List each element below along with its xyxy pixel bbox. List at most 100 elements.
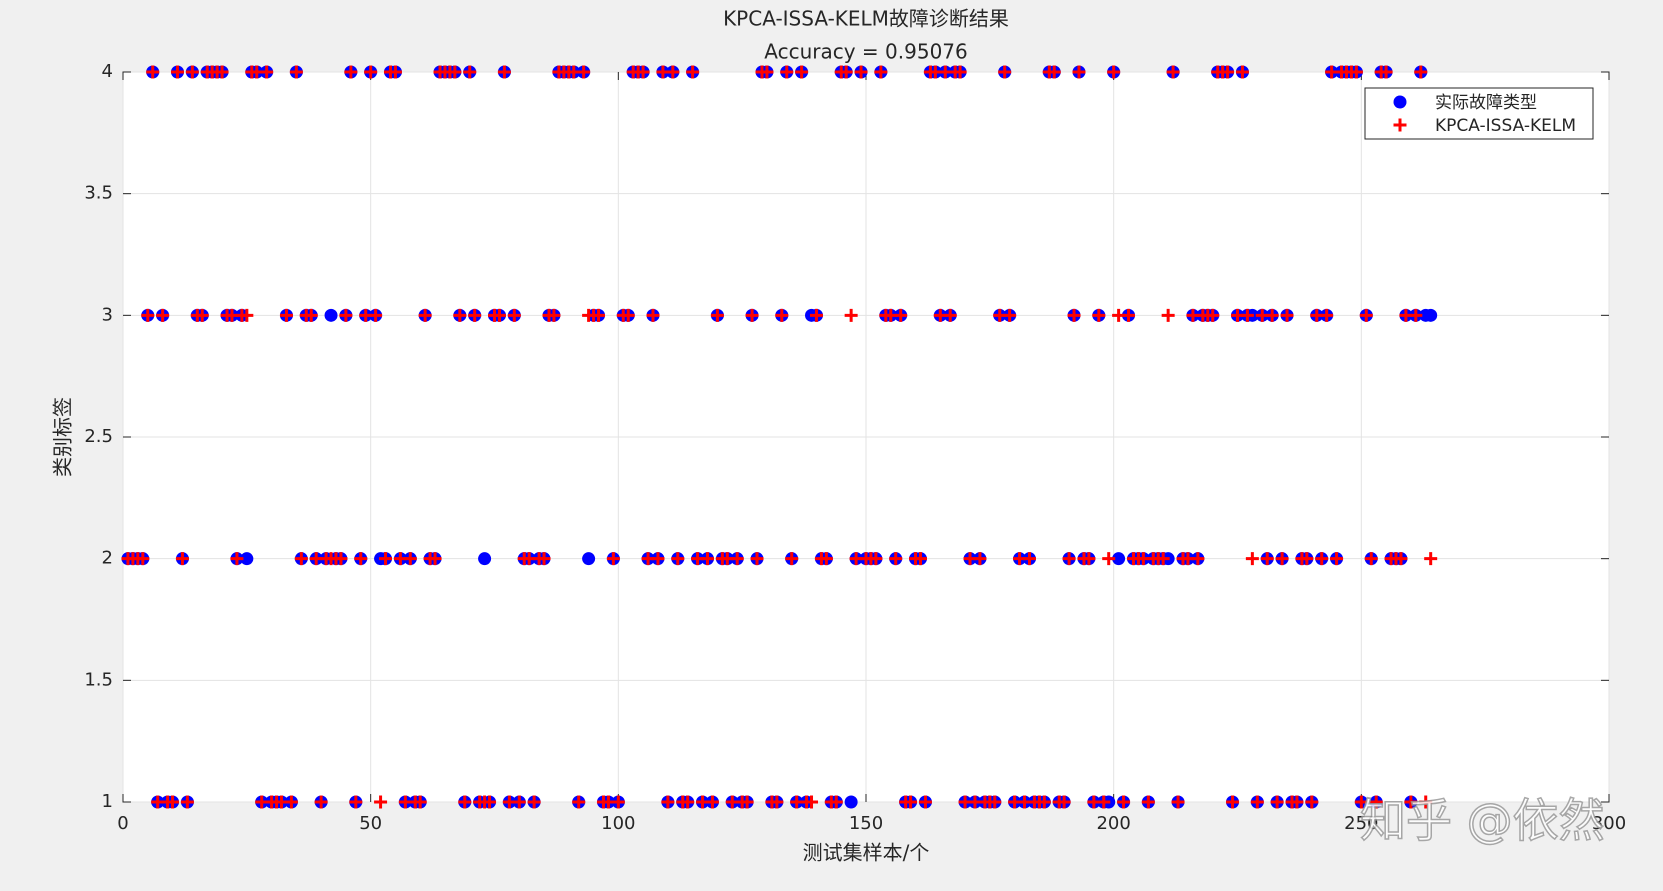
y-axis-label: 类别标签: [51, 397, 75, 477]
plus-marker: [260, 65, 274, 79]
plus-marker: [136, 552, 150, 566]
plus-marker: [507, 308, 521, 322]
plus-marker: [770, 795, 784, 809]
plus-marker: [428, 552, 442, 566]
plus-marker: [1022, 552, 1036, 566]
watermark: 知乎 @依然: [1360, 794, 1605, 848]
series: [121, 65, 1438, 809]
plus-marker: [1141, 795, 1155, 809]
plus-marker: [1265, 308, 1279, 322]
plus-marker: [483, 795, 497, 809]
plus-marker: [1305, 795, 1319, 809]
plus-marker: [988, 795, 1002, 809]
plus-marker: [547, 308, 561, 322]
legend-marker: [1393, 95, 1407, 109]
plus-marker: [418, 308, 432, 322]
plus-marker: [388, 65, 402, 79]
plus-marker: [1156, 552, 1170, 566]
plus-marker: [1404, 795, 1418, 809]
plus-marker: [1102, 552, 1116, 566]
plus-marker: [1320, 308, 1334, 322]
plus-marker: [279, 308, 293, 322]
plus-marker: [1235, 65, 1249, 79]
plus-marker: [1330, 552, 1344, 566]
plus-marker: [1117, 795, 1131, 809]
plus-marker: [185, 65, 199, 79]
plus-marker: [537, 552, 551, 566]
x-tick-label: 100: [601, 813, 635, 834]
plus-marker: [354, 552, 368, 566]
plus-marker: [745, 308, 759, 322]
plus-marker: [805, 795, 819, 809]
plus-marker: [1379, 65, 1393, 79]
y-tick-label: 1.5: [84, 669, 113, 690]
plus-marker: [1369, 795, 1383, 809]
plus-marker: [839, 65, 853, 79]
plus-marker: [339, 308, 353, 322]
plus-marker: [527, 795, 541, 809]
plus-marker: [175, 552, 189, 566]
plus-marker: [894, 308, 908, 322]
plus-marker: [904, 795, 918, 809]
x-tick-label: 150: [849, 813, 883, 834]
plus-marker: [1359, 308, 1373, 322]
legend-marker: [1393, 118, 1407, 132]
plus-marker: [284, 795, 298, 809]
plus-marker: [1419, 795, 1433, 809]
plus-marker: [1097, 795, 1111, 809]
plus-marker: [1206, 308, 1220, 322]
plus-marker: [953, 65, 967, 79]
plus-marker: [289, 65, 303, 79]
plus-marker: [705, 795, 719, 809]
plus-marker: [141, 308, 155, 322]
x-tick-label: 250: [1344, 813, 1378, 834]
plus-marker: [686, 65, 700, 79]
plus-marker: [943, 308, 957, 322]
plus-marker: [1221, 65, 1235, 79]
plus-marker: [1349, 65, 1363, 79]
plus-marker: [230, 552, 244, 566]
plus-marker: [785, 552, 799, 566]
plus-marker: [374, 795, 388, 809]
plus-marker: [780, 65, 794, 79]
plus-marker: [710, 308, 724, 322]
plus-marker: [730, 552, 744, 566]
legend-label: 实际故障类型: [1435, 93, 1537, 113]
plus-marker: [369, 308, 383, 322]
plus-marker: [577, 65, 591, 79]
plus-marker: [1082, 552, 1096, 566]
plus-marker: [492, 308, 506, 322]
circle-marker: [1424, 308, 1438, 322]
circle-marker: [478, 552, 492, 566]
plus-marker: [463, 65, 477, 79]
circle-marker: [1112, 552, 1126, 566]
circle-marker: [844, 795, 858, 809]
legend: 实际故障类型 KPCA-ISSA-KELM: [1364, 87, 1594, 140]
plus-marker: [1414, 65, 1428, 79]
plus-marker: [1122, 308, 1136, 322]
plus-marker: [1290, 795, 1304, 809]
plus-marker: [146, 65, 160, 79]
plus-marker: [1037, 795, 1051, 809]
chart-title: KPCA-ISSA-KELM故障诊断结果: [723, 7, 1009, 31]
plus-marker: [819, 552, 833, 566]
plus-marker: [1275, 552, 1289, 566]
plus-marker: [1107, 65, 1121, 79]
plus-marker: [671, 552, 685, 566]
plus-marker: [740, 795, 754, 809]
plus-marker: [1226, 795, 1240, 809]
y-tick-label: 3: [102, 304, 113, 325]
plus-marker: [636, 65, 650, 79]
plus-marker: [344, 65, 358, 79]
plus-marker: [844, 308, 858, 322]
plus-marker: [646, 308, 660, 322]
plus-marker: [1260, 552, 1274, 566]
plus-marker: [413, 795, 427, 809]
plus-marker: [1364, 552, 1378, 566]
plus-marker: [314, 795, 328, 809]
plus-marker: [240, 308, 254, 322]
plus-marker: [809, 308, 823, 322]
plus-marker: [512, 795, 526, 809]
x-tick-label: 300: [1592, 813, 1626, 834]
